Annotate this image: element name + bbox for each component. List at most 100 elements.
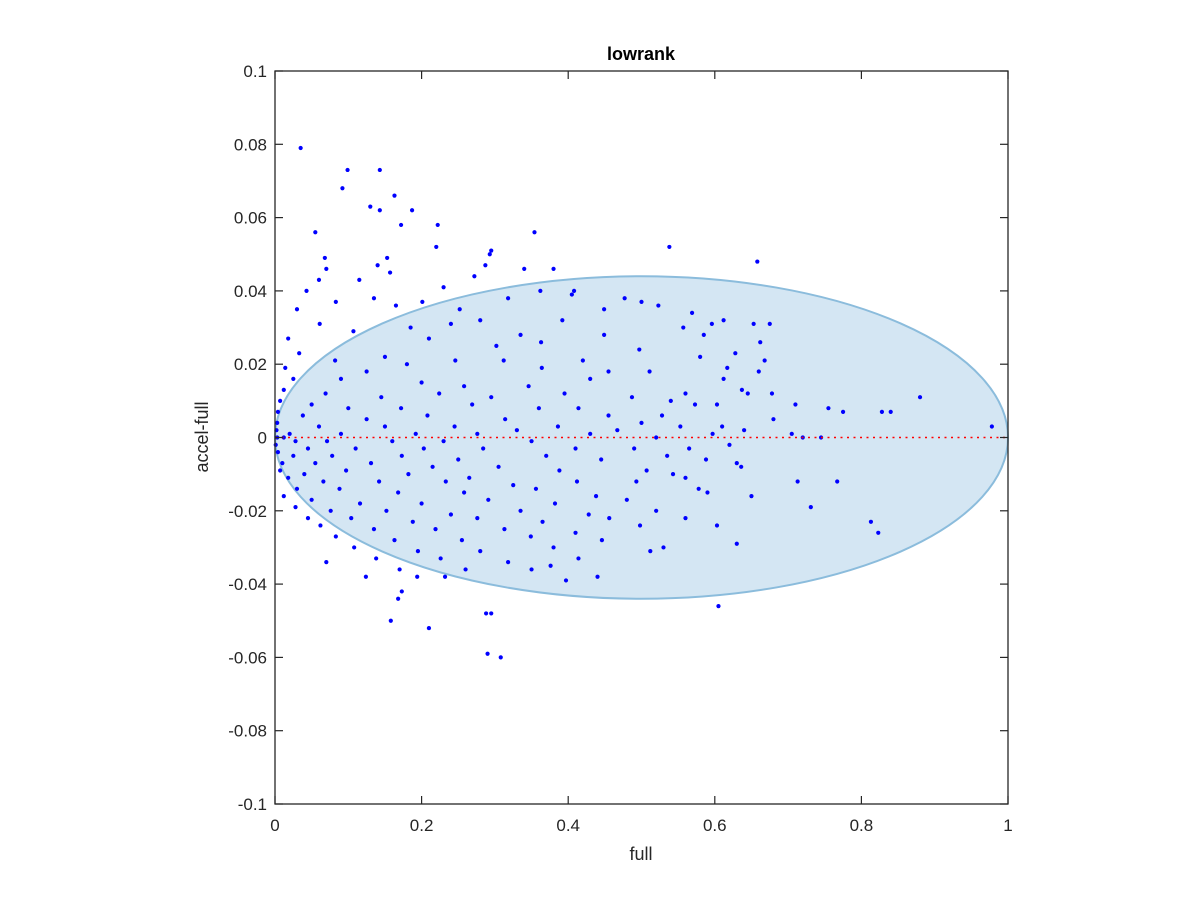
data-point bbox=[441, 439, 446, 444]
data-point bbox=[538, 340, 544, 345]
data-point bbox=[413, 431, 418, 436]
data-point bbox=[415, 574, 420, 579]
y-tick-label: -0.1 bbox=[238, 795, 267, 814]
x-tick-label: 1 bbox=[1003, 816, 1012, 835]
data-point bbox=[656, 303, 661, 308]
data-point bbox=[571, 288, 577, 293]
data-point bbox=[353, 446, 358, 451]
data-point bbox=[415, 549, 421, 554]
x-axis-label: full bbox=[629, 844, 652, 864]
x-tick-label: 0.2 bbox=[410, 816, 434, 835]
data-point bbox=[505, 296, 511, 301]
data-point bbox=[457, 307, 462, 312]
data-point bbox=[696, 486, 701, 491]
data-point bbox=[364, 417, 369, 422]
data-point bbox=[580, 358, 585, 363]
data-point bbox=[393, 303, 399, 308]
data-point bbox=[667, 244, 672, 250]
data-point bbox=[286, 475, 291, 480]
data-point bbox=[283, 365, 288, 370]
y-tick-label: 0 bbox=[258, 429, 267, 448]
data-point bbox=[576, 556, 581, 561]
data-point bbox=[529, 567, 534, 572]
data-point bbox=[463, 567, 468, 572]
axes: 0 0.2 0.4 0.6 0.8 1 -0.1 -0.08 -0.06 -0.04 -0.02 0 0… bbox=[228, 62, 1012, 835]
data-point bbox=[398, 406, 404, 411]
data-point bbox=[639, 420, 644, 425]
data-point bbox=[435, 222, 440, 228]
data-point bbox=[710, 431, 715, 436]
data-point bbox=[595, 574, 600, 579]
data-point bbox=[437, 391, 442, 396]
data-point bbox=[555, 424, 561, 429]
data-point bbox=[398, 222, 404, 228]
data-point bbox=[489, 611, 494, 616]
data-point bbox=[300, 413, 305, 418]
data-point bbox=[456, 457, 461, 462]
data-point bbox=[769, 391, 775, 396]
data-point bbox=[426, 625, 432, 631]
data-point bbox=[624, 497, 629, 502]
data-point bbox=[793, 402, 798, 407]
data-point bbox=[692, 402, 698, 407]
data-point bbox=[734, 461, 739, 466]
data-point bbox=[281, 494, 286, 499]
data-point bbox=[518, 508, 523, 513]
data-point bbox=[739, 464, 744, 469]
data-point bbox=[552, 501, 558, 506]
data-point bbox=[540, 519, 545, 524]
x-tick-label: 0.4 bbox=[556, 816, 580, 835]
data-point bbox=[472, 274, 477, 279]
data-point bbox=[368, 204, 373, 209]
data-point bbox=[368, 461, 374, 466]
data-point bbox=[586, 512, 591, 517]
data-point bbox=[419, 501, 424, 506]
data-point bbox=[637, 347, 642, 352]
data-point bbox=[377, 208, 382, 213]
data-point bbox=[548, 563, 553, 568]
data-point bbox=[668, 398, 673, 403]
data-point bbox=[280, 461, 285, 466]
data-point bbox=[396, 490, 401, 495]
data-point bbox=[487, 252, 492, 257]
data-point bbox=[518, 332, 523, 337]
data-point bbox=[840, 409, 846, 414]
data-point bbox=[588, 431, 593, 436]
data-point bbox=[661, 545, 666, 550]
data-point bbox=[483, 263, 488, 268]
data-point bbox=[425, 413, 430, 418]
data-point bbox=[714, 402, 720, 407]
data-point bbox=[293, 439, 298, 444]
data-point bbox=[333, 534, 338, 539]
data-point bbox=[478, 549, 483, 554]
data-point bbox=[324, 266, 329, 272]
chart-title: lowrank bbox=[607, 44, 676, 64]
data-point bbox=[573, 530, 578, 535]
data-point bbox=[573, 446, 578, 451]
data-point bbox=[278, 468, 283, 473]
data-point bbox=[459, 538, 465, 543]
data-point bbox=[606, 413, 611, 418]
y-tick-label: -0.02 bbox=[228, 502, 267, 521]
data-point bbox=[681, 325, 686, 330]
data-point bbox=[338, 431, 344, 436]
data-point bbox=[385, 255, 390, 261]
data-point bbox=[563, 578, 569, 583]
data-point bbox=[593, 494, 599, 499]
data-point bbox=[470, 402, 475, 407]
data-point bbox=[462, 384, 467, 389]
data-point bbox=[529, 439, 534, 444]
data-point bbox=[622, 296, 627, 301]
data-point bbox=[701, 332, 706, 337]
data-point bbox=[703, 457, 709, 462]
data-point bbox=[771, 417, 776, 422]
data-point bbox=[324, 560, 329, 565]
data-point bbox=[399, 589, 404, 594]
data-point bbox=[599, 457, 604, 462]
data-point bbox=[648, 549, 653, 554]
data-point bbox=[475, 431, 480, 436]
data-point bbox=[443, 479, 448, 484]
data-point bbox=[374, 556, 379, 561]
data-point bbox=[278, 398, 283, 403]
